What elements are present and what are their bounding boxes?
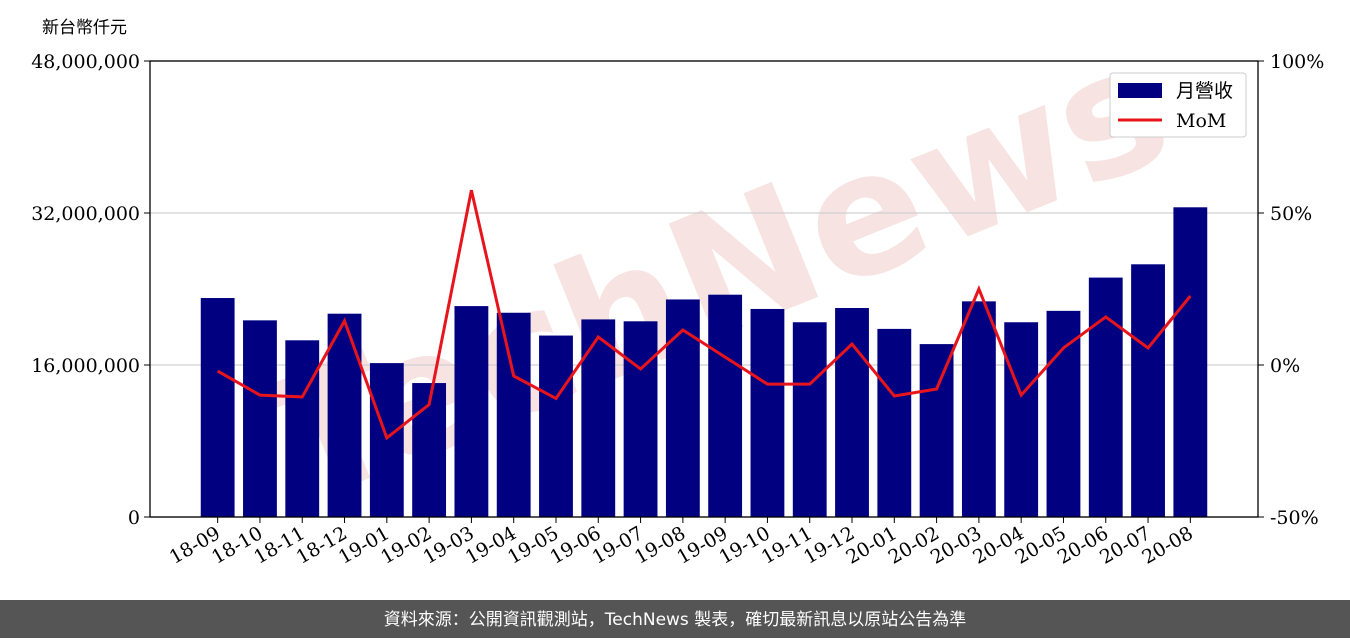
y-tick-label: 16,000,000	[31, 355, 140, 377]
bar	[1173, 207, 1208, 518]
bar	[877, 328, 912, 517]
bar	[243, 320, 277, 517]
bar	[792, 322, 827, 517]
legend-label: MoM	[1176, 110, 1226, 132]
mom-line	[216, 189, 1192, 441]
bar	[454, 306, 489, 517]
y-tick-label: 0	[128, 507, 140, 529]
y2-tick-label: -50%	[1270, 507, 1319, 529]
y2-tick-label: 50%	[1270, 203, 1312, 225]
bar	[369, 363, 404, 517]
bar	[665, 299, 700, 517]
bar	[835, 308, 869, 517]
bar	[623, 321, 658, 517]
bar	[1088, 277, 1123, 517]
bar	[1131, 264, 1165, 517]
footer: 資料來源：公開資訊觀測站，TechNews 製表，確切最新訊息以原站公告為準	[384, 610, 966, 630]
bar	[285, 340, 320, 517]
y2-tick-label: 100%	[1270, 51, 1324, 73]
bar	[1046, 310, 1081, 517]
plot-frame	[149, 60, 1259, 518]
y-unit-label: 新台幣仟元	[42, 18, 127, 38]
bar	[496, 312, 531, 517]
legend-label: 月營收	[1176, 80, 1233, 102]
bar	[581, 319, 616, 517]
y2-tick-label: 0%	[1270, 355, 1300, 377]
bar	[327, 313, 362, 517]
bar	[750, 308, 785, 517]
bar	[1004, 322, 1039, 517]
bar	[961, 301, 996, 517]
legend-swatch	[1118, 83, 1162, 98]
bar	[919, 344, 954, 517]
bar	[539, 335, 573, 517]
footer-bar	[0, 600, 1350, 638]
y-tick-label: 48,000,000	[31, 51, 140, 73]
bar	[200, 298, 235, 517]
bar	[708, 294, 743, 517]
y-tick-label: 32,000,000	[31, 203, 140, 225]
